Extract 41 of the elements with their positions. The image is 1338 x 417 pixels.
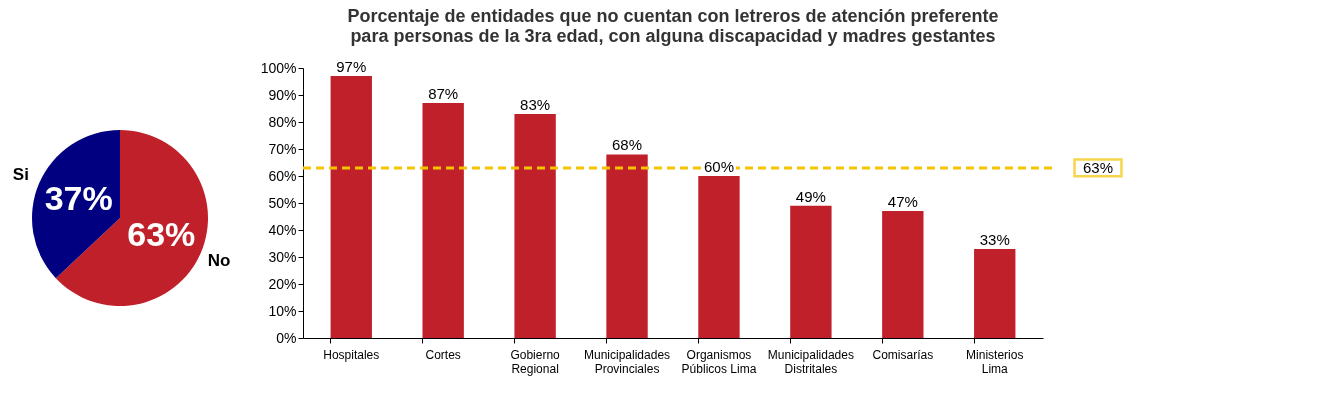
x-tick-label: Gobierno Regional	[510, 347, 561, 376]
y-tick-label: 0%	[276, 329, 297, 346]
y-tick-label: 100%	[260, 59, 297, 76]
bar	[330, 76, 372, 338]
data-label: 68%	[612, 136, 643, 154]
data-label: 47%	[887, 193, 918, 211]
y-tick-label: 80%	[268, 113, 297, 130]
bar	[882, 211, 924, 338]
x-tick-label: Comisarías	[872, 347, 934, 362]
chart-title: Porcentaje de entidades que no cuentan con letreros de atención preferente para personas de la 3ra edad, con alguna discapacidad y madres gestantes	[347, 6, 999, 47]
y-tick-label: 90%	[268, 86, 297, 103]
data-label: 87%	[428, 85, 459, 103]
y-tick-label: 10%	[268, 302, 297, 319]
x-tick-label: Municipalidades Provinciales	[584, 347, 671, 376]
pie-slice	[32, 130, 120, 279]
y-tick-label: 50%	[268, 194, 297, 211]
data-label: 37%	[44, 179, 113, 218]
x-tick-label: Cortes	[425, 347, 461, 362]
bar	[974, 248, 1016, 338]
slice-label: No	[207, 250, 231, 270]
slice-label: Si	[12, 165, 29, 185]
bar	[514, 113, 556, 338]
y-tick-label: 40%	[268, 221, 297, 238]
x-tick-label: Organismos Públicos Lima	[681, 347, 757, 376]
data-label: 97%	[336, 58, 367, 76]
data-label: 49%	[795, 187, 826, 205]
bar	[790, 205, 832, 338]
x-tick-label: Municipalidades Distritales	[767, 347, 854, 376]
y-tick-label: 70%	[268, 140, 297, 157]
data-label: 33%	[979, 230, 1010, 248]
y-tick-label: 30%	[268, 248, 297, 265]
y-tick-label: 60%	[268, 167, 297, 184]
y-tick-label: 20%	[268, 275, 297, 292]
data-label: 63%	[127, 214, 196, 253]
bar	[606, 154, 648, 338]
x-tick-label: Hospitales	[323, 347, 380, 362]
bar	[422, 103, 464, 338]
data-label: 83%	[520, 95, 551, 113]
bar	[698, 176, 740, 338]
x-tick-label: Ministerios Lima	[966, 347, 1024, 376]
ref-line-label: 63%	[1082, 158, 1114, 176]
